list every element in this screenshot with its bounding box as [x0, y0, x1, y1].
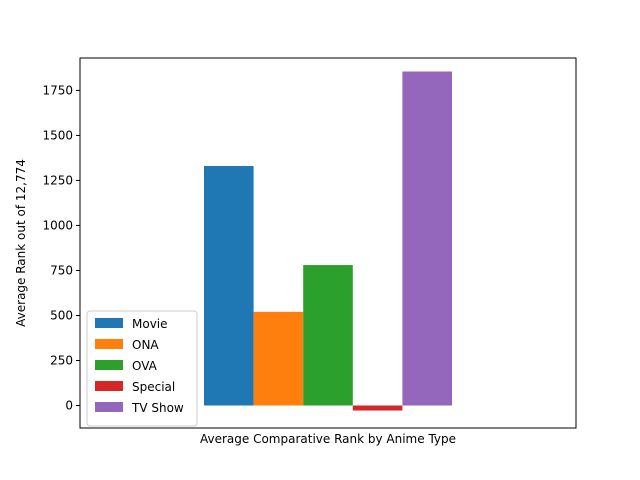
- bar-tv-show: [402, 71, 452, 406]
- y-tick-label: 1750: [42, 83, 73, 97]
- y-axis-ticks: 0 250 500 750 1000 1250 1500 1750: [42, 83, 80, 412]
- bar-movie: [204, 166, 254, 406]
- legend: Movie ONA OVA Special TV Show: [86, 310, 198, 427]
- y-tick-label: 500: [50, 308, 73, 322]
- legend-swatch: [95, 381, 123, 391]
- y-tick-label: 1500: [42, 128, 73, 142]
- legend-swatch: [95, 318, 123, 328]
- bar-ova: [303, 265, 353, 406]
- legend-swatch: [95, 402, 123, 412]
- y-tick-label: 250: [50, 353, 73, 367]
- legend-label: Special: [132, 380, 175, 394]
- y-tick-label: 1250: [42, 173, 73, 187]
- y-tick-label: 0: [65, 398, 73, 412]
- legend-label: ONA: [132, 338, 159, 352]
- bar-special: [352, 405, 403, 411]
- plot-frame: [79, 57, 577, 429]
- legend-label: TV Show: [131, 401, 184, 415]
- legend-label: OVA: [132, 359, 158, 373]
- legend-swatch: [95, 360, 123, 370]
- x-axis-label: Average Comparative Rank by Anime Type: [200, 432, 456, 446]
- legend-label: Movie: [132, 317, 168, 331]
- legend-swatch: [95, 339, 123, 349]
- bars-group: [204, 71, 452, 411]
- y-tick-label: 750: [50, 263, 73, 277]
- y-tick-label: 1000: [42, 218, 73, 232]
- bar-ona: [253, 311, 304, 406]
- y-axis-label: Average Rank out of 12,774: [14, 159, 28, 327]
